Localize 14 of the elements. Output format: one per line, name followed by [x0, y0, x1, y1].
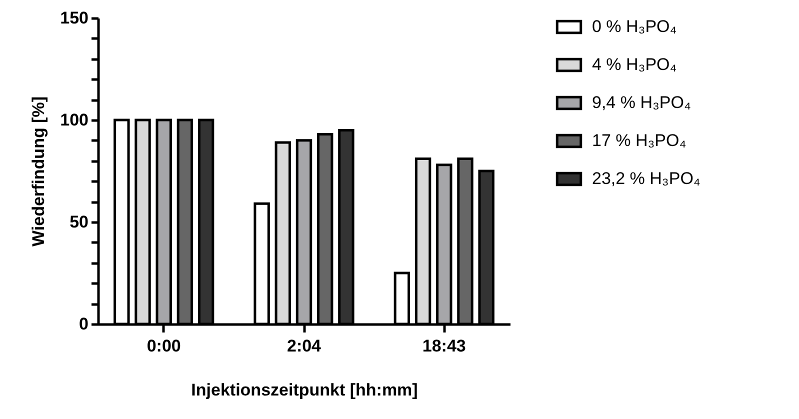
y-tick-label: 150 [60, 8, 88, 28]
legend-label: 9,4 % H₃PO₄ [592, 93, 691, 112]
legend-label: 17 % H₃PO₄ [592, 131, 686, 150]
y-tick-label: 0 [79, 314, 88, 334]
legend-label: 4 % H₃PO₄ [592, 55, 677, 74]
legend-label: 23,2 % H₃PO₄ [592, 169, 700, 188]
x-tick-label: 2:04 [286, 336, 322, 356]
legend-label: 0 % H₃PO₄ [592, 17, 677, 36]
y-axis-title: Wiederfindung [%] [29, 96, 48, 246]
x-axis-title: Injektionszeitpunkt [hh:mm] [191, 380, 418, 400]
y-tick-label: 50 [70, 212, 88, 232]
y-tick-label: 100 [60, 110, 88, 130]
x-tick-label: 0:00 [146, 336, 181, 356]
x-tick-label: 18:43 [422, 336, 466, 356]
